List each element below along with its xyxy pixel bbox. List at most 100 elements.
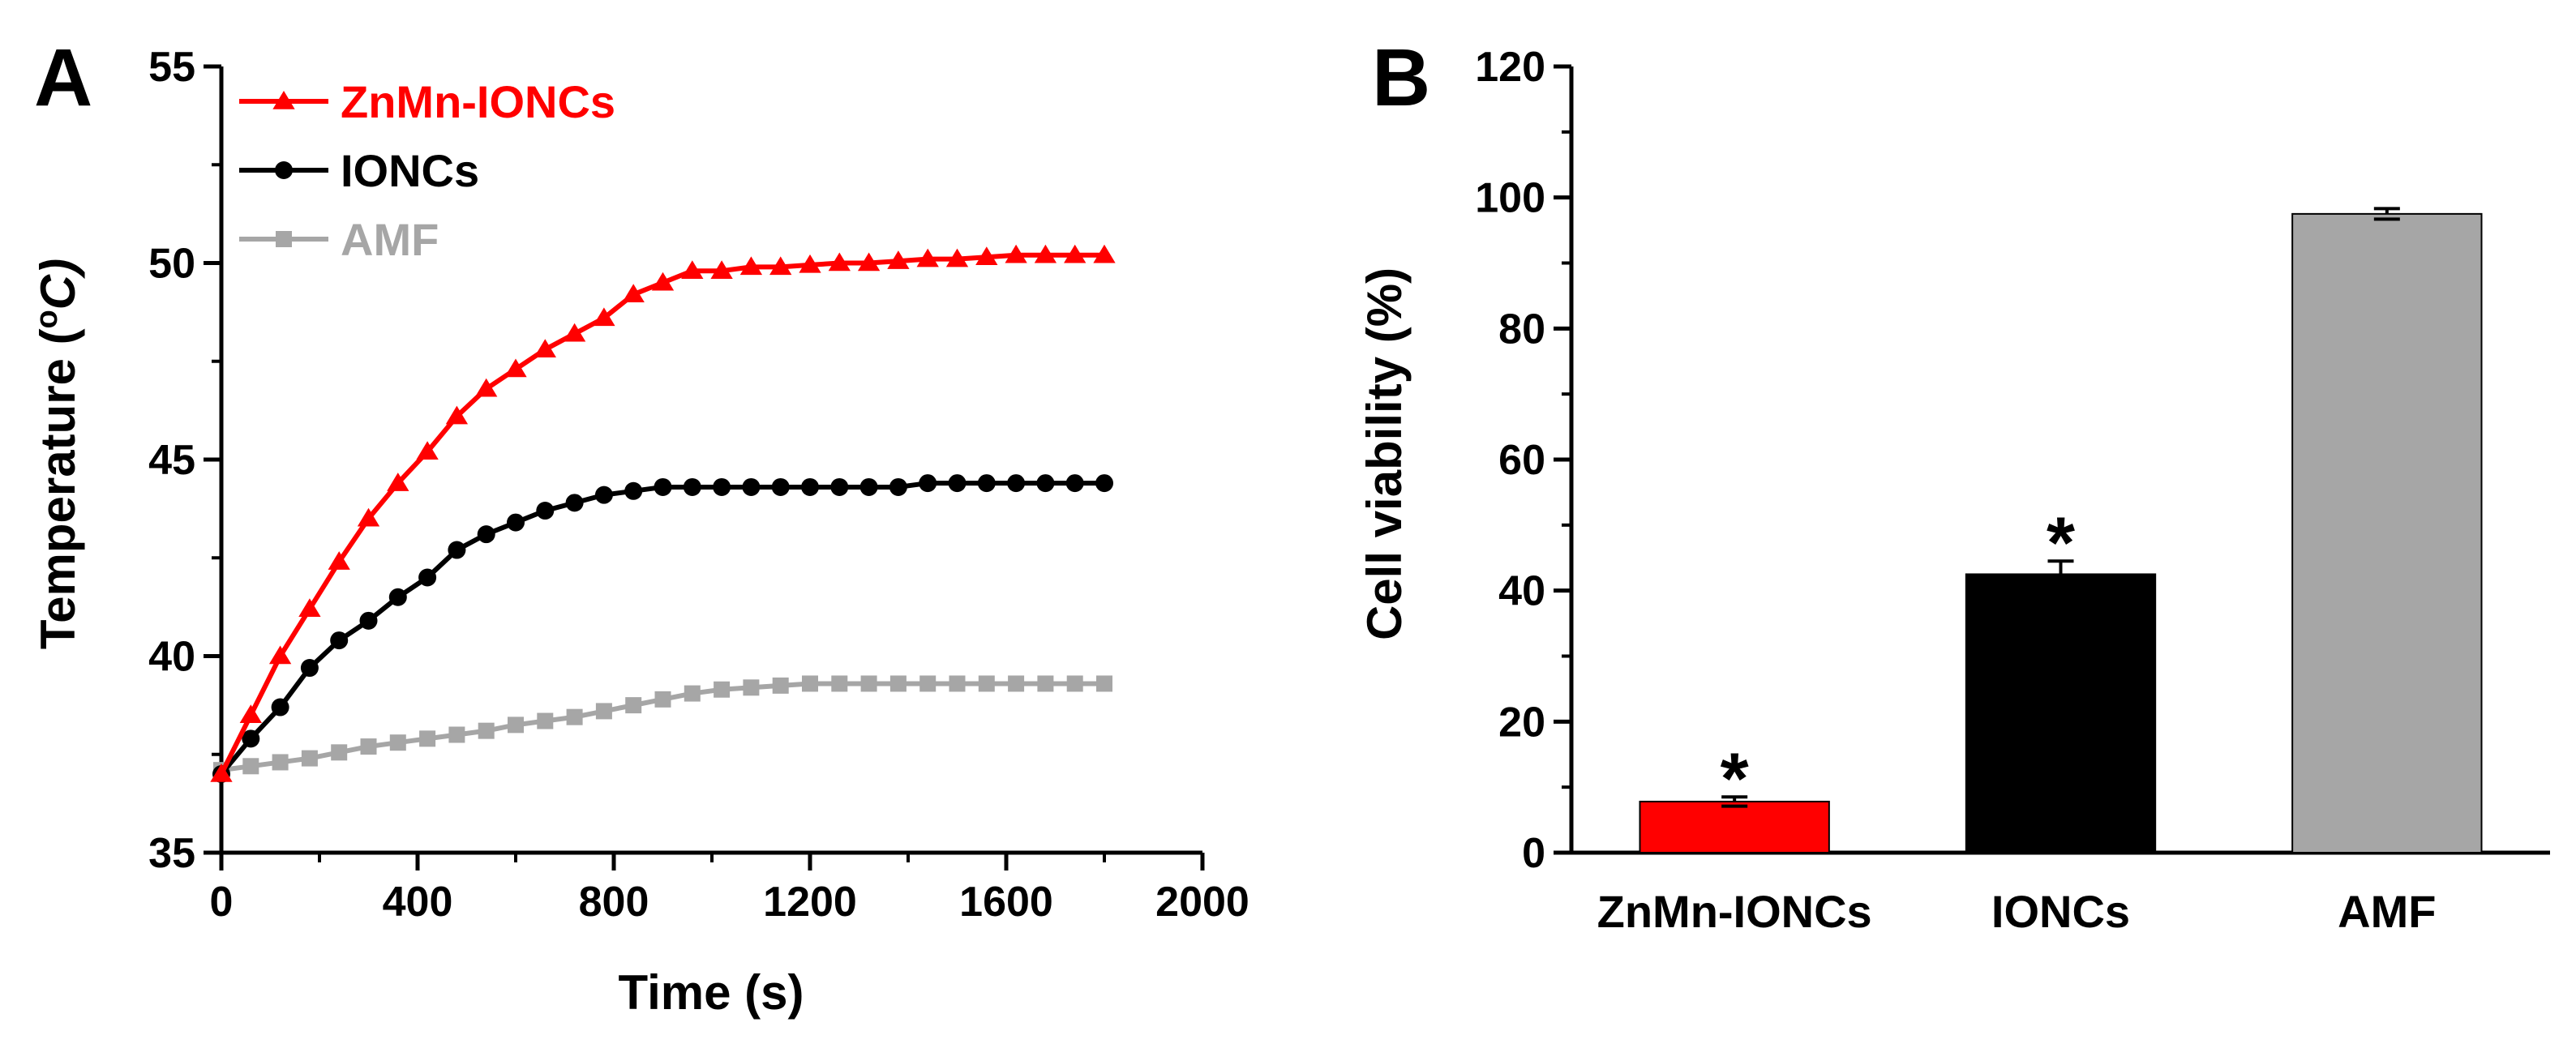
panel-a-y-title-unit: C) xyxy=(31,259,85,310)
panel-b-y-tick-label: 0 xyxy=(1522,830,1545,877)
data-point-amf xyxy=(272,754,289,771)
bar-znmn-ioncs xyxy=(1639,800,1830,854)
data-point-ioncs xyxy=(771,477,790,496)
data-point-znmn-ioncs xyxy=(298,598,321,618)
bar-ioncs xyxy=(1965,573,2157,853)
legend-label-znmn-ioncs: ZnMn-IONCs xyxy=(341,76,615,127)
panel-a-x-tick-label: 2000 xyxy=(1155,879,1249,926)
data-point-ioncs xyxy=(948,474,967,493)
panel-a-x-axis-title: Time (s) xyxy=(619,965,804,1020)
panel-b-label: B xyxy=(1372,32,1430,123)
data-point-znmn-ioncs xyxy=(239,704,262,723)
data-point-ioncs xyxy=(1036,474,1055,493)
data-point-amf xyxy=(772,677,789,694)
data-point-znmn-ioncs xyxy=(1064,244,1087,263)
panel-a-y-tick-label: 45 xyxy=(148,437,195,484)
data-point-znmn-ioncs xyxy=(1093,244,1116,263)
data-point-znmn-ioncs xyxy=(681,260,704,279)
data-point-znmn-ioncs xyxy=(328,551,350,570)
data-point-znmn-ioncs xyxy=(416,441,439,460)
data-point-znmn-ioncs xyxy=(268,645,292,665)
data-point-amf xyxy=(714,681,731,698)
data-point-amf xyxy=(802,675,818,692)
data-point-znmn-ioncs xyxy=(563,323,586,342)
legend-item-znmn-ioncs: ZnMn-IONCs xyxy=(239,76,615,127)
data-point-znmn-ioncs xyxy=(887,250,910,269)
panel-a-x-tick-label: 1600 xyxy=(959,879,1053,926)
data-point-ioncs xyxy=(654,477,672,496)
data-point-amf xyxy=(448,726,465,743)
data-point-ioncs xyxy=(242,729,260,748)
data-point-ioncs xyxy=(919,474,937,493)
legend-item-amf: AMF xyxy=(239,214,439,265)
legend-marker-ioncs xyxy=(275,161,293,179)
panel-a: A Temperature (oC) Time (s) 0 400 800 1200 1… xyxy=(30,32,1249,1020)
bar-group-znmn-ioncs: * ZnMn-IONCs xyxy=(1597,738,1872,937)
data-point-ioncs xyxy=(683,477,701,496)
data-point-amf xyxy=(478,722,495,739)
data-point-ioncs xyxy=(594,486,613,504)
data-point-amf xyxy=(978,675,995,692)
data-point-ioncs xyxy=(300,659,319,678)
data-point-amf xyxy=(360,738,377,755)
panel-b-y-tick-label: 120 xyxy=(1475,44,1545,91)
data-point-ioncs xyxy=(859,477,878,496)
panel-b-y-tick-label: 20 xyxy=(1498,699,1545,746)
data-point-znmn-ioncs xyxy=(504,358,527,378)
data-point-amf xyxy=(1066,675,1083,692)
panel-a-y-tick-label: 35 xyxy=(148,830,195,877)
panel-a-y-tick-label: 55 xyxy=(148,44,195,91)
data-point-znmn-ioncs xyxy=(769,256,792,276)
data-point-znmn-ioncs xyxy=(210,764,233,782)
panel-b-y-tick-label: 80 xyxy=(1498,306,1545,353)
data-point-znmn-ioncs xyxy=(445,405,469,425)
data-point-amf xyxy=(419,730,436,747)
data-point-amf xyxy=(301,750,318,767)
panel-b: B Cell viability (%) 0 20 40 60 80 100 120 * Zn… xyxy=(1357,32,2550,937)
panel-a-series-group xyxy=(210,244,1116,783)
legend-marker-znmn-ioncs xyxy=(272,91,295,109)
panel-a-y-title-superscript: o xyxy=(30,310,64,328)
data-point-ioncs xyxy=(565,494,584,512)
panel-a-y-axis-title: Temperature (oC) xyxy=(30,259,85,649)
data-point-ioncs xyxy=(418,568,437,587)
panel-a-legend: ZnMn-IONCs IONCs AMF xyxy=(239,76,615,265)
data-point-amf xyxy=(949,675,966,692)
data-point-amf xyxy=(242,758,259,775)
data-point-ioncs xyxy=(1095,474,1113,493)
data-point-znmn-ioncs xyxy=(945,248,969,267)
panel-a-axes: 0 400 800 1200 1600 2000 35 40 45 50 55 xyxy=(148,44,1249,926)
panel-a-x-tick-label: 1200 xyxy=(763,879,857,926)
legend-label-amf: AMF xyxy=(341,214,439,265)
data-point-amf xyxy=(1037,675,1054,692)
data-point-amf xyxy=(684,685,701,702)
data-point-znmn-ioncs xyxy=(710,260,733,279)
data-point-znmn-ioncs xyxy=(828,252,851,272)
data-point-ioncs xyxy=(477,525,495,544)
panel-b-y-axis-title: Cell viability (%) xyxy=(1357,267,1412,640)
data-point-amf xyxy=(389,734,406,751)
category-label-amf: AMF xyxy=(2338,886,2436,937)
panel-a-y-tick-label: 40 xyxy=(148,634,195,681)
data-point-amf xyxy=(331,744,348,761)
data-point-znmn-ioncs xyxy=(357,507,380,527)
data-point-amf xyxy=(860,675,877,692)
data-point-amf xyxy=(654,691,671,708)
data-point-znmn-ioncs xyxy=(739,256,763,276)
data-point-znmn-ioncs xyxy=(475,378,498,397)
significance-marker-znmn-ioncs: * xyxy=(1721,738,1749,819)
panel-a-x-tick-label: 400 xyxy=(383,879,453,926)
data-point-ioncs xyxy=(713,477,731,496)
bar-group-ioncs: * IONCs xyxy=(1965,503,2157,937)
data-point-ioncs xyxy=(388,588,407,606)
legend-marker-amf xyxy=(276,231,292,247)
panel-a-x-tick-label: 0 xyxy=(210,879,234,926)
data-point-ioncs xyxy=(359,611,378,630)
data-point-znmn-ioncs xyxy=(534,339,556,357)
data-point-znmn-ioncs xyxy=(1034,244,1057,263)
data-point-amf xyxy=(595,703,612,720)
data-point-znmn-ioncs xyxy=(387,473,409,491)
panel-a-x-tick-label: 800 xyxy=(579,879,649,926)
